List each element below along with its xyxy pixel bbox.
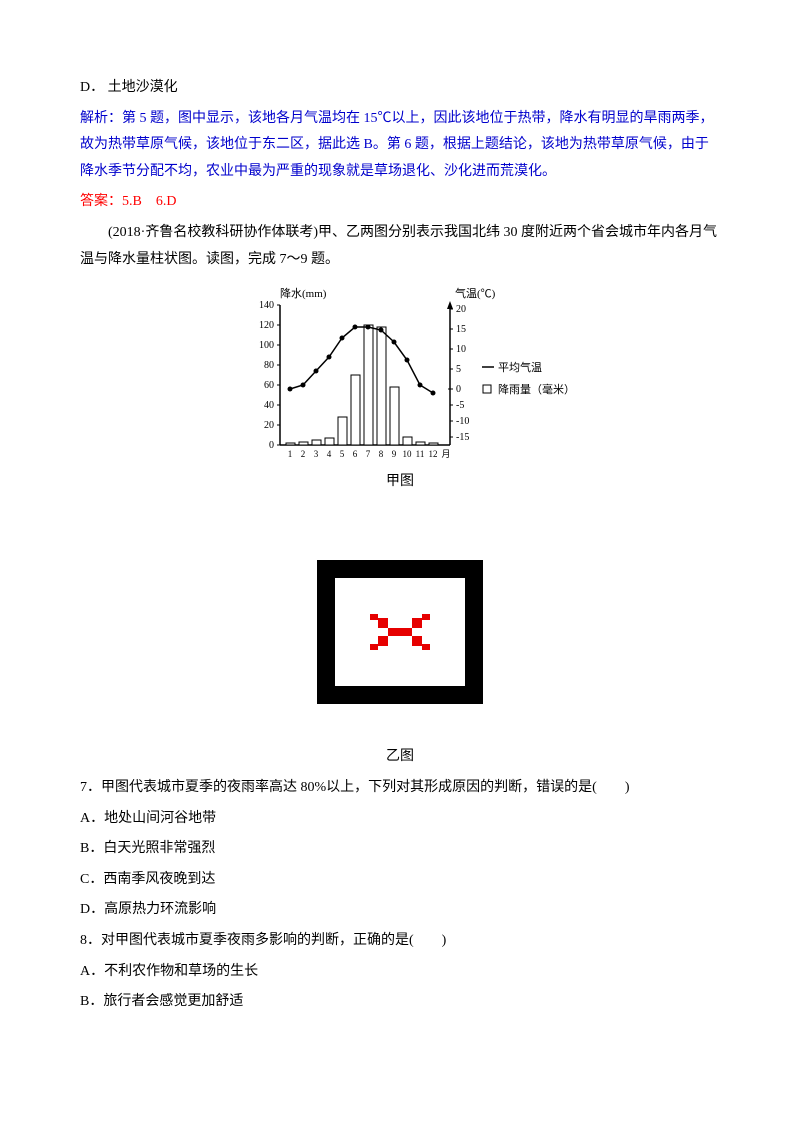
- svg-text:20: 20: [264, 420, 274, 431]
- option-d: D． 土地沙漠化: [80, 75, 720, 102]
- red-x-icon: [370, 614, 430, 650]
- svg-text:3: 3: [314, 449, 319, 459]
- svg-text:100: 100: [259, 340, 274, 351]
- svg-text:降雨量（毫米）: 降雨量（毫米）: [498, 382, 570, 396]
- svg-text:2: 2: [301, 449, 306, 459]
- svg-text:7: 7: [366, 449, 371, 459]
- question-source: (2018·齐鲁名校教科研协作体联考)甲、乙两图分别表示我国北纬 30 度附近两…: [80, 220, 720, 273]
- q8-option-a: A．不利农作物和草场的生长: [80, 959, 720, 986]
- svg-text:6: 6: [353, 449, 358, 459]
- svg-text:9: 9: [392, 449, 397, 459]
- svg-text:-10: -10: [456, 416, 469, 427]
- axis-arrow: [447, 301, 453, 309]
- svg-text:80: 80: [264, 360, 274, 371]
- svg-text:20: 20: [456, 304, 466, 315]
- svg-text:15: 15: [456, 324, 466, 335]
- svg-text:平均气温: 平均气温: [498, 360, 542, 374]
- chart-jia-caption: 甲图: [230, 469, 570, 496]
- chart-yi-container: [80, 560, 720, 715]
- question-7: 7．甲图代表城市夏季的夜雨率高达 80%以上，下列对其形成原因的判断，错误的是(…: [80, 775, 720, 802]
- svg-text:4: 4: [327, 449, 332, 459]
- svg-text:10: 10: [403, 449, 413, 459]
- svg-text:0: 0: [269, 440, 274, 451]
- q7-option-a: A．地处山间河谷地带: [80, 806, 720, 833]
- q8-option-b: B．旅行者会感觉更加舒适: [80, 989, 720, 1016]
- question-8: 8．对甲图代表城市夏季夜雨多影响的判断，正确的是( ): [80, 928, 720, 955]
- temp-line: [288, 325, 436, 396]
- chart-jia: 降水(mm) 气温(℃) 0 20 40 60 80 100 120: [230, 285, 570, 465]
- precip-bars: [286, 325, 438, 445]
- document-page: D． 土地沙漠化 解析：第 5 题，图中显示，该地各月气温均在 15℃以上，因此…: [0, 0, 800, 1080]
- q7-option-c: C．西南季风夜晚到达: [80, 867, 720, 894]
- temp-axis-label: 气温(℃): [455, 286, 496, 300]
- q7-option-b: B．白天光照非常强烈: [80, 836, 720, 863]
- q7-option-d: D．高原热力环流影响: [80, 897, 720, 924]
- svg-text:60: 60: [264, 380, 274, 391]
- chart-yi-caption: 乙图: [80, 744, 720, 771]
- svg-text:12: 12: [429, 449, 438, 459]
- svg-text:5: 5: [340, 449, 345, 459]
- precip-axis-label: 降水(mm): [280, 286, 327, 300]
- svg-text:11: 11: [416, 449, 425, 459]
- month-labels: 1 2 3 4 5 6 7 8 9 10 11 12 月: [288, 449, 451, 459]
- svg-text:月: 月: [441, 449, 450, 459]
- chart-jia-container: 降水(mm) 气温(℃) 0 20 40 60 80 100 120: [80, 285, 720, 496]
- svg-text:140: 140: [259, 300, 274, 311]
- svg-text:120: 120: [259, 320, 274, 331]
- svg-text:1: 1: [288, 449, 293, 459]
- svg-text:-5: -5: [456, 400, 464, 411]
- svg-text:0: 0: [456, 384, 461, 395]
- answer-text: 答案：5.B 6.D: [80, 189, 720, 216]
- analysis-text: 解析：第 5 题，图中显示，该地各月气温均在 15℃以上，因此该地位于热带，降水…: [80, 106, 720, 186]
- temp-ticks: 20 15 10 5 0 -5 -10 -15: [448, 304, 469, 443]
- svg-text:40: 40: [264, 400, 274, 411]
- svg-text:-15: -15: [456, 432, 469, 443]
- broken-image-placeholder: [317, 560, 483, 704]
- svg-text:8: 8: [379, 449, 384, 459]
- svg-text:5: 5: [456, 364, 461, 375]
- precip-ticks: 0 20 40 60 80 100 120 140: [259, 300, 280, 451]
- chart-legend: 平均气温 降雨量（毫米）: [482, 360, 570, 396]
- svg-text:10: 10: [456, 344, 466, 355]
